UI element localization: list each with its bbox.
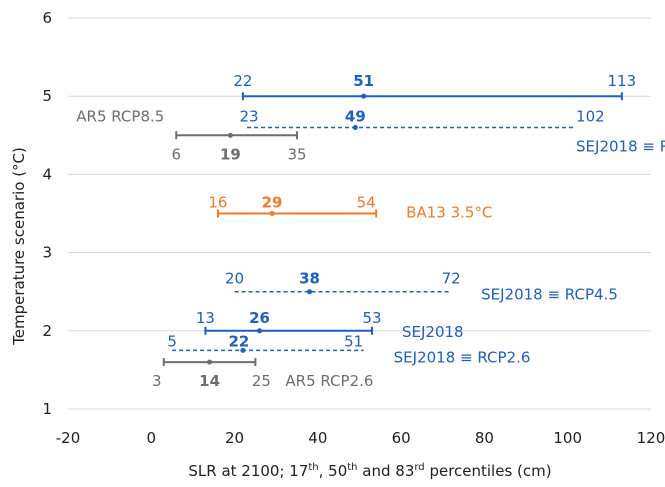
median-label: 19: [220, 145, 241, 163]
percentile-label: 53: [362, 309, 381, 327]
series-label: SEJ2018 ≡ RCP4.5: [481, 286, 618, 304]
median-marker: [227, 132, 233, 138]
x-tick-label: -20: [56, 429, 81, 447]
median-label: 14: [199, 372, 220, 390]
x-tick-label: 80: [475, 429, 494, 447]
x-tick-label: 0: [147, 429, 157, 447]
percentile-label: 72: [442, 270, 461, 288]
series-label: AR5 RCP2.6: [285, 372, 373, 390]
y-tick-labels: 1 2 3 4 5 6: [42, 9, 52, 418]
x-tick-label: 120: [637, 429, 665, 447]
x-axis-title-superscript: th: [308, 462, 318, 473]
series-label: BA13 3.5°C: [406, 204, 492, 222]
percentile-label: 54: [357, 194, 376, 212]
median-label: 26: [249, 309, 270, 327]
percentile-label: 6: [171, 145, 181, 163]
percentile-label: 13: [196, 309, 215, 327]
series-label: SEJ2018 ≡ RCP2.6: [394, 348, 531, 366]
y-tick-label: 6: [42, 9, 52, 27]
x-axis-title-part: , 50: [319, 462, 348, 480]
percentile-label: 25: [252, 372, 271, 390]
x-axis-title-part: and 83: [358, 462, 415, 480]
percentile-label: 102: [576, 107, 605, 125]
median-label: 22: [228, 332, 249, 350]
x-tick-labels: -20 0 20 40 60 80 100 120: [56, 429, 665, 447]
median-marker: [257, 328, 263, 334]
y-tick-label: 5: [42, 87, 52, 105]
percentile-label: 35: [287, 145, 306, 163]
median-label: 49: [345, 107, 366, 125]
series-label: SEJ2018: [402, 323, 464, 341]
y-tick-label: 2: [42, 322, 52, 340]
median-marker: [240, 347, 246, 353]
x-tick-label: 20: [225, 429, 244, 447]
x-axis-title: SLR at 2100; 17th, 50th and 83rd percent…: [188, 462, 551, 480]
median-marker: [352, 124, 358, 130]
percentile-label: 22: [233, 72, 252, 90]
series-label: AR5 RCP8.5: [76, 107, 164, 125]
y-tick-label: 4: [42, 165, 52, 183]
y-tick-label: 3: [42, 244, 52, 262]
x-axis-title-part: SLR at 2100; 17: [188, 462, 308, 480]
x-axis-title-superscript: th: [347, 462, 357, 473]
y-tick-label: 1: [42, 400, 52, 418]
y-axis-title: Temperature scenario (°C): [10, 147, 28, 346]
median-marker: [307, 289, 313, 295]
series-label: SEJ2018 ≡ RCP8.5: [576, 137, 665, 155]
median-label: 51: [353, 72, 374, 90]
median-marker: [269, 211, 275, 216]
median-marker: [207, 359, 213, 365]
interval-bars: 22 51 113 SEJ2018 23 49 102 SEJ2018 ≡ RCP8.5 6 19…: [76, 72, 665, 390]
percentile-label: 3: [152, 372, 162, 390]
percentile-label: 113: [608, 72, 637, 90]
percentile-label: 20: [225, 270, 244, 288]
percentile-label: 51: [344, 332, 363, 350]
percentile-label: 16: [208, 194, 227, 212]
x-tick-label: 40: [308, 429, 327, 447]
x-axis-title-superscript: rd: [414, 462, 424, 473]
median-label: 38: [299, 270, 320, 288]
percentile-label: 5: [167, 332, 177, 350]
x-tick-label: 60: [392, 429, 411, 447]
percentile-label: 23: [240, 107, 259, 125]
median-marker: [361, 93, 367, 99]
x-tick-label: 100: [553, 429, 582, 447]
x-axis-title-part: percentiles (cm): [425, 462, 552, 480]
median-label: 29: [262, 194, 283, 212]
